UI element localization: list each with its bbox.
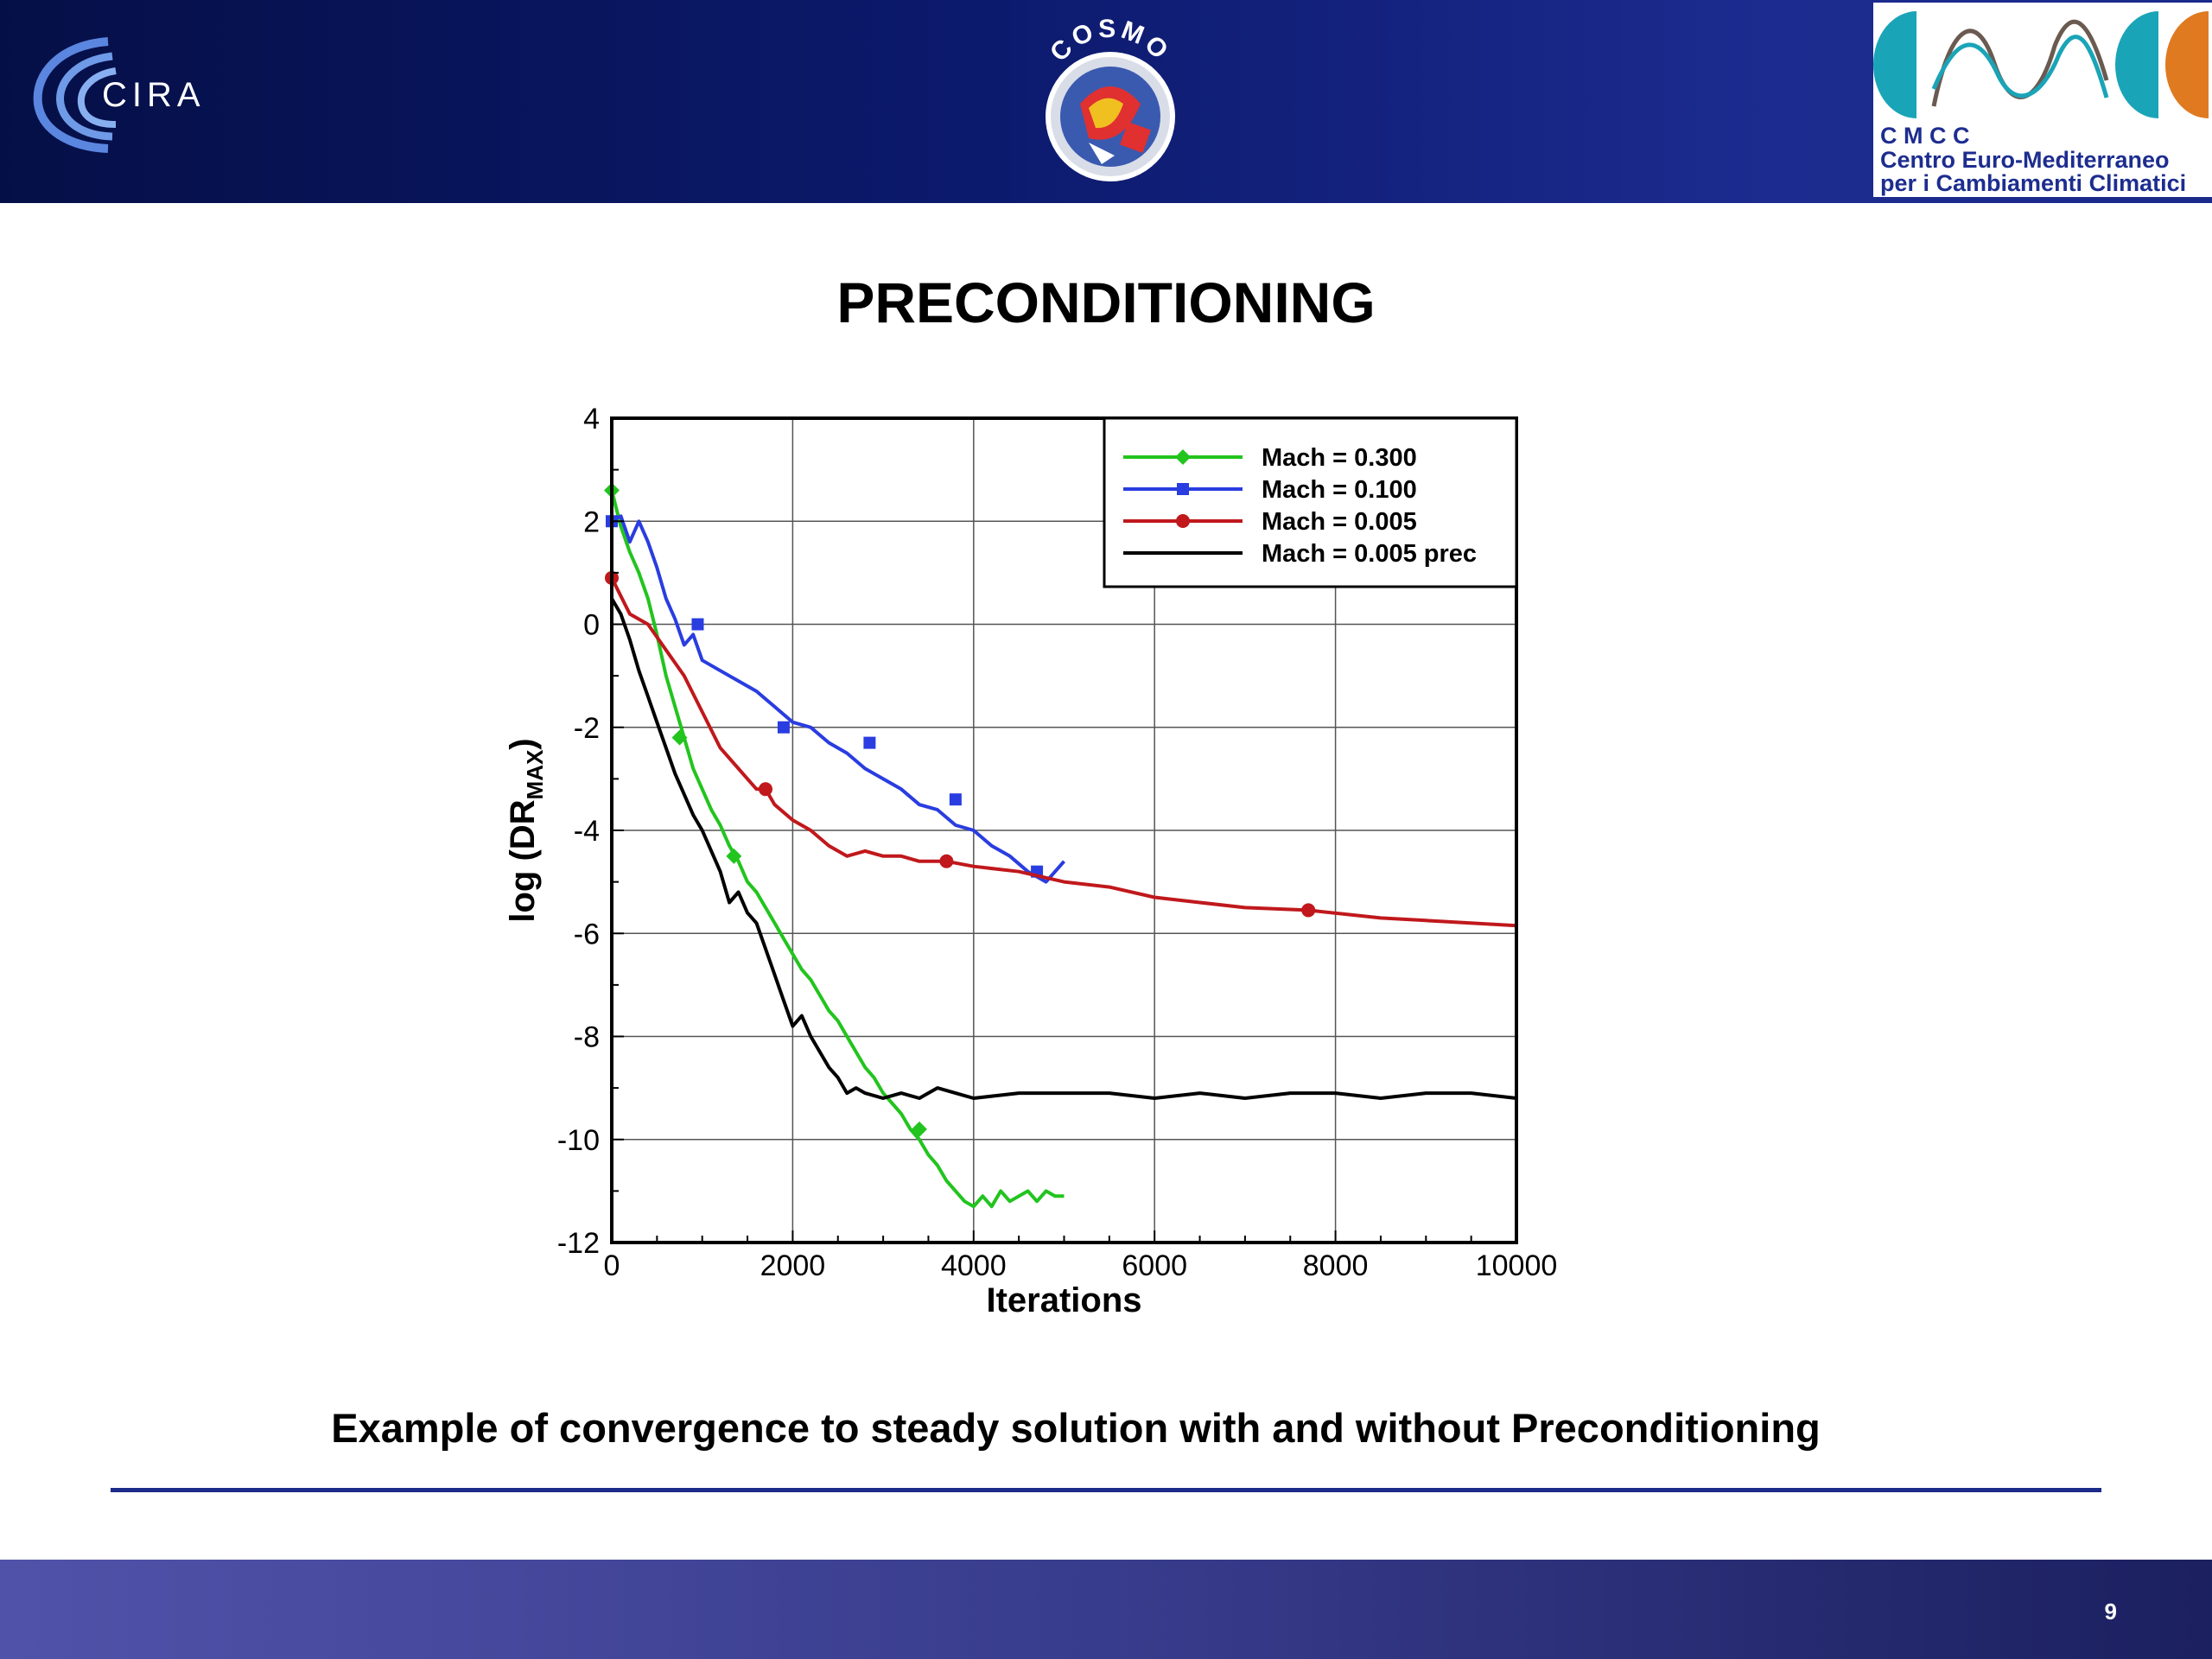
y-tick-label: -10: [557, 1124, 600, 1157]
series-marker-1: [691, 618, 704, 631]
legend-marker-2: [1176, 514, 1190, 528]
x-tick-label: 8000: [1303, 1249, 1369, 1282]
legend-label-1: Mach = 0.100: [1262, 476, 1417, 504]
slide-title: PRECONDITIONING: [836, 270, 1376, 334]
series-marker-1: [863, 736, 876, 749]
y-tick-label: -8: [574, 1021, 600, 1054]
y-axis-label-main: log (DR: [504, 799, 542, 922]
x-tick-label: 4000: [941, 1249, 1007, 1282]
x-tick-label: 10000: [1476, 1249, 1558, 1282]
legend-box: [1103, 416, 1518, 588]
cira-logo: [33, 37, 117, 153]
y-tick-label: -6: [574, 918, 600, 950]
cmcc-name-line2: per i Cambiamenti Climatici: [1880, 170, 2187, 196]
x-tick-label: 2000: [760, 1249, 826, 1282]
x-tick-label: 6000: [1122, 1249, 1187, 1282]
series-marker-0: [911, 1121, 927, 1137]
y-tick-label: -4: [574, 815, 600, 848]
convergence-chart: 0 2000 4000 6000 8000 10000420-2-4-6-8-10-12 …: [504, 403, 1557, 1319]
footer-divider: [111, 1488, 2101, 1492]
page-number: 9: [2104, 1599, 2117, 1624]
series-layer: [604, 482, 1517, 1209]
y-tick-label: -2: [574, 712, 600, 745]
cira-logo-text: CIRA: [102, 76, 206, 114]
series-line-0: [610, 490, 1065, 1209]
cosmo-logo: COSMO: [1045, 17, 1175, 181]
series-marker-0: [671, 729, 688, 746]
tick-layer: 0 2000 4000 6000 8000 10000 4 2 0 -2 -4 -6 -8 -10 -12: [557, 403, 1557, 1282]
y-tick-label: 4: [583, 403, 600, 435]
y-tick-label: 0: [583, 609, 600, 642]
footer-bar: 9: [0, 1560, 2212, 1659]
series-line-3: [610, 597, 1517, 1100]
legend: Mach = 0.300 Mach = 0.100 Mach = 0.005 Mach…: [1103, 416, 1518, 588]
series-line-1: [611, 514, 1066, 884]
header-bar: CIRA COSMO C M C C Centro Euro-Mediterra…: [0, 0, 2212, 203]
y-axis-label-close: ): [504, 738, 542, 749]
legend-label-3: Mach = 0.005 prec: [1262, 540, 1477, 568]
x-axis-label: Iterations: [986, 1281, 1141, 1319]
cmcc-name-line1: Centro Euro-Mediterraneo: [1880, 147, 2170, 173]
slide-caption: Example of convergence to steady solutio…: [331, 1405, 1821, 1451]
legend-marker-1: [1177, 483, 1189, 495]
x-tick-label: 0: [604, 1249, 620, 1282]
legend-label-2: Mach = 0.005: [1262, 508, 1417, 536]
y-tick-label: 2: [583, 505, 600, 538]
cmcc-logo: C M C C Centro Euro-Mediterraneo per i C…: [1873, 3, 2212, 197]
series-marker-0: [726, 848, 742, 864]
series-marker-2: [1301, 903, 1316, 918]
y-axis-label: log (DRMAX): [504, 738, 548, 922]
series-line-2: [610, 576, 1517, 928]
series-marker-2: [939, 854, 954, 868]
cmcc-acronym: C M C C: [1880, 123, 1970, 149]
cmcc-wave-icon: [1873, 11, 2209, 118]
legend-marker-0: [1175, 449, 1191, 465]
y-axis-label-subscript: MAX: [522, 749, 548, 799]
series-marker-1: [949, 793, 962, 806]
series-marker-2: [758, 782, 772, 797]
series-marker-1: [777, 721, 790, 734]
legend-label-0: Mach = 0.300: [1262, 444, 1417, 472]
y-tick-label: -12: [557, 1227, 600, 1260]
